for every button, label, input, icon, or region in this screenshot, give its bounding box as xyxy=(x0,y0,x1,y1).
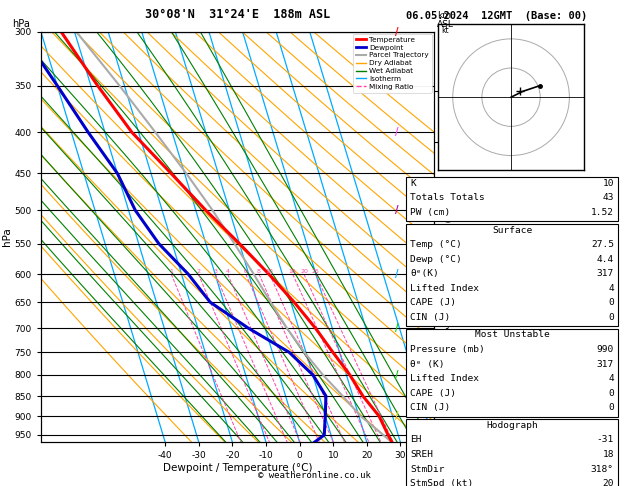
Text: Hodograph: Hodograph xyxy=(486,421,538,430)
Text: -31: -31 xyxy=(597,435,614,445)
Text: θᵉ(K): θᵉ(K) xyxy=(410,269,439,278)
Text: 2: 2 xyxy=(196,269,201,274)
Text: 1: 1 xyxy=(169,269,173,274)
Text: 318°: 318° xyxy=(591,465,614,474)
Text: 4.4: 4.4 xyxy=(597,255,614,264)
Text: Dewp (°C): Dewp (°C) xyxy=(410,255,462,264)
Text: CIN (J): CIN (J) xyxy=(410,313,450,322)
Text: EH: EH xyxy=(410,435,421,445)
Text: /: / xyxy=(394,370,398,380)
Text: 8: 8 xyxy=(257,269,261,274)
Text: 317: 317 xyxy=(597,269,614,278)
Text: PW (cm): PW (cm) xyxy=(410,208,450,217)
Y-axis label: hPa: hPa xyxy=(2,227,12,246)
Text: Lifted Index: Lifted Index xyxy=(410,284,479,293)
Text: 4: 4 xyxy=(226,269,230,274)
Text: 0: 0 xyxy=(608,389,614,398)
Text: 990: 990 xyxy=(597,345,614,354)
Text: Mixing Ratio (g/kg): Mixing Ratio (g/kg) xyxy=(445,197,454,277)
Text: /: / xyxy=(394,323,398,333)
Text: km
ASL: km ASL xyxy=(437,11,454,29)
Text: 4: 4 xyxy=(608,374,614,383)
Text: 4: 4 xyxy=(608,284,614,293)
Text: 16: 16 xyxy=(289,269,296,274)
Text: SREH: SREH xyxy=(410,450,433,459)
Text: 0: 0 xyxy=(608,298,614,308)
Text: /: / xyxy=(394,27,398,36)
Text: /: / xyxy=(394,206,398,215)
Text: Surface: Surface xyxy=(492,226,532,235)
Text: K: K xyxy=(410,179,416,188)
Text: 18: 18 xyxy=(603,450,614,459)
Text: CAPE (J): CAPE (J) xyxy=(410,298,456,308)
Text: 317: 317 xyxy=(597,360,614,369)
Text: 1.52: 1.52 xyxy=(591,208,614,217)
Text: 3: 3 xyxy=(213,269,217,274)
Text: Temp (°C): Temp (°C) xyxy=(410,240,462,249)
Text: 10: 10 xyxy=(266,269,274,274)
Text: 30°08'N  31°24'E  188m ASL: 30°08'N 31°24'E 188m ASL xyxy=(145,8,330,21)
Legend: Temperature, Dewpoint, Parcel Trajectory, Dry Adiabat, Wet Adiabat, Isotherm, Mi: Temperature, Dewpoint, Parcel Trajectory… xyxy=(353,34,432,93)
Text: StmSpd (kt): StmSpd (kt) xyxy=(410,479,474,486)
X-axis label: Dewpoint / Temperature (°C): Dewpoint / Temperature (°C) xyxy=(163,463,312,473)
Text: 6: 6 xyxy=(244,269,248,274)
Text: 06.05.2024  12GMT  (Base: 00): 06.05.2024 12GMT (Base: 00) xyxy=(406,11,587,21)
Text: /: / xyxy=(394,127,398,137)
Text: © weatheronline.co.uk: © weatheronline.co.uk xyxy=(258,471,371,480)
Text: 0: 0 xyxy=(608,313,614,322)
Text: θᵉ (K): θᵉ (K) xyxy=(410,360,445,369)
Text: 43: 43 xyxy=(603,193,614,203)
Text: hPa: hPa xyxy=(13,19,30,29)
Text: 20: 20 xyxy=(300,269,308,274)
Text: /: / xyxy=(394,269,398,279)
Text: 25: 25 xyxy=(311,269,320,274)
Text: 20: 20 xyxy=(603,479,614,486)
Text: /: / xyxy=(394,411,398,421)
Text: Most Unstable: Most Unstable xyxy=(475,330,549,340)
Text: 10: 10 xyxy=(603,179,614,188)
Text: Totals Totals: Totals Totals xyxy=(410,193,485,203)
Text: Lifted Index: Lifted Index xyxy=(410,374,479,383)
Text: 27.5: 27.5 xyxy=(591,240,614,249)
Text: StmDir: StmDir xyxy=(410,465,445,474)
Text: CAPE (J): CAPE (J) xyxy=(410,389,456,398)
Text: 0: 0 xyxy=(608,403,614,413)
Text: CIN (J): CIN (J) xyxy=(410,403,450,413)
Text: Pressure (mb): Pressure (mb) xyxy=(410,345,485,354)
Text: kt: kt xyxy=(441,26,448,35)
